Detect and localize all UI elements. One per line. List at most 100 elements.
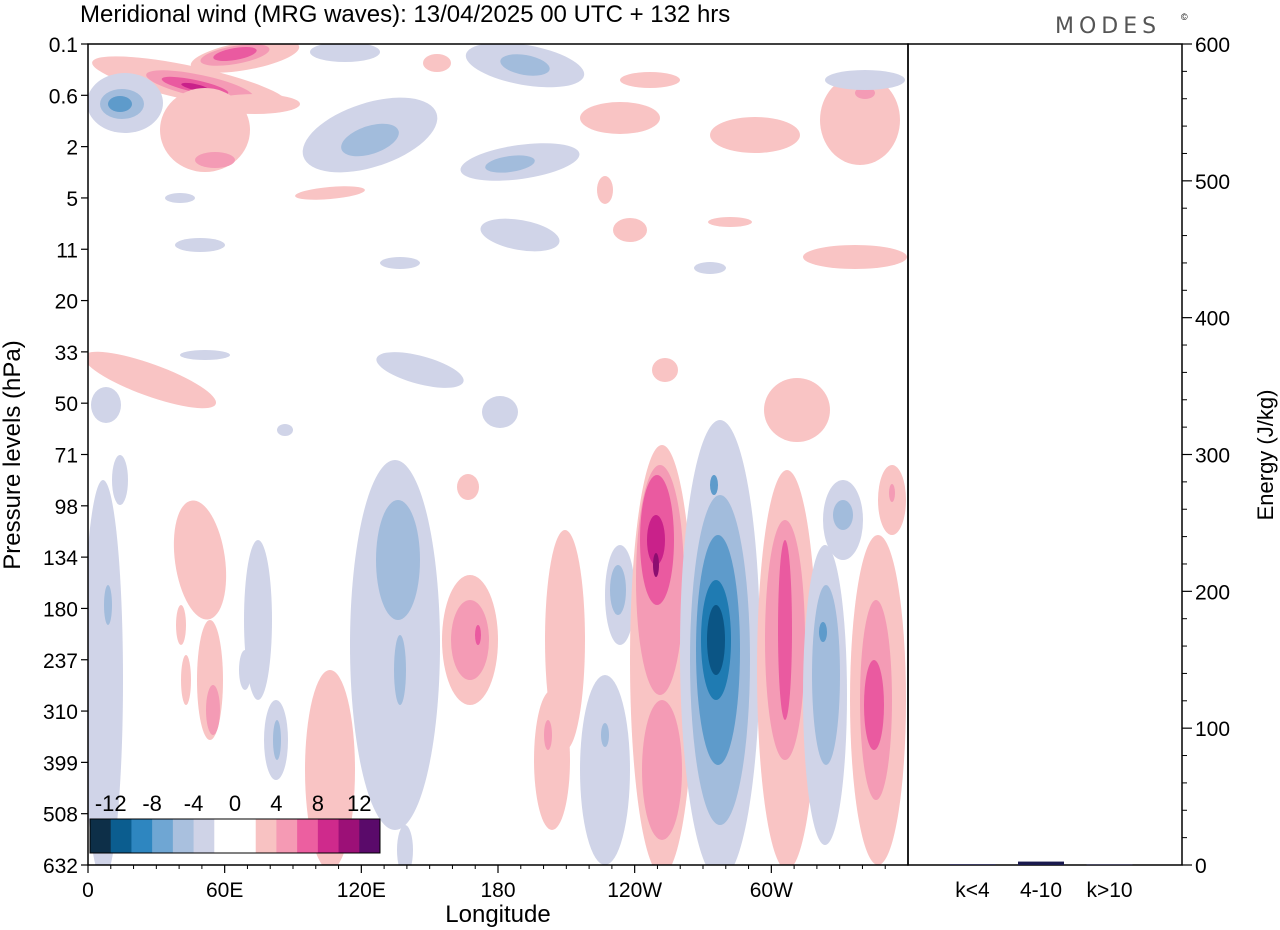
energy-frame bbox=[907, 43, 1183, 866]
energy-tick-label: 600 bbox=[1195, 34, 1230, 57]
contour-neg1 bbox=[239, 650, 251, 690]
contour-neg1 bbox=[91, 387, 121, 423]
contour-neg2 bbox=[273, 720, 281, 760]
energy-bar-k<4 bbox=[949, 864, 996, 865]
energy-tick-label: 300 bbox=[1195, 445, 1230, 468]
y-tick-label: 20 bbox=[55, 291, 78, 314]
contour-pos2 bbox=[195, 152, 235, 168]
contour-neg5 bbox=[707, 605, 725, 675]
contour-pos1 bbox=[597, 176, 613, 204]
contour-neg1 bbox=[277, 424, 293, 436]
colorbar-swatch bbox=[214, 819, 236, 853]
y-tick-label: 33 bbox=[55, 342, 78, 365]
y-tick-label: 0.1 bbox=[49, 34, 78, 57]
category-label: 4-10 bbox=[1020, 879, 1062, 902]
contour-pos3 bbox=[475, 625, 481, 645]
y-tick-label: 237 bbox=[43, 650, 78, 673]
energy-tick-label: 400 bbox=[1195, 308, 1230, 331]
colorbar-label: 8 bbox=[312, 791, 324, 816]
contour-pos1 bbox=[181, 655, 191, 705]
contour-neg1 bbox=[825, 70, 905, 90]
colorbar-swatch bbox=[110, 819, 132, 853]
energy-bar-k>10 bbox=[1086, 864, 1133, 866]
contour-pos1 bbox=[305, 670, 355, 865]
colorbar-swatch bbox=[255, 819, 277, 853]
contour-pos1 bbox=[423, 54, 451, 72]
contour-pos2 bbox=[889, 484, 895, 502]
modes-logo-text: MODES bbox=[1055, 14, 1161, 39]
contour-neg1 bbox=[180, 350, 230, 360]
contour-neg1 bbox=[88, 480, 123, 865]
contour-neg1 bbox=[165, 193, 195, 203]
colorbar-label: 12 bbox=[347, 791, 371, 816]
energy-bars bbox=[949, 861, 1133, 866]
contour-pos2 bbox=[642, 700, 682, 840]
contour-pos3 bbox=[864, 660, 884, 750]
wavenumber-categories: k<4 4-10 k>10 bbox=[955, 879, 1132, 902]
y-tick-label: 632 bbox=[43, 855, 78, 878]
colorbar-swatch bbox=[235, 819, 257, 853]
contour-pos1 bbox=[534, 690, 570, 830]
contour-pos2 bbox=[451, 600, 489, 680]
contour-neg1 bbox=[175, 238, 225, 252]
contour-pos1 bbox=[620, 72, 680, 88]
y-tick-label: 0.6 bbox=[49, 85, 78, 108]
contour-pos1 bbox=[710, 117, 800, 153]
contour-pos2 bbox=[544, 720, 552, 750]
contour-neg1 bbox=[482, 396, 518, 428]
energy-axis: 0 100 200 300 400 500 600 bbox=[1182, 34, 1230, 878]
category-label: k<4 bbox=[955, 879, 990, 902]
y-tick-label: 71 bbox=[55, 445, 78, 468]
colorbar-label: -4 bbox=[184, 791, 204, 816]
x-tick-label: 180 bbox=[480, 879, 515, 902]
contour-pos1 bbox=[173, 500, 227, 620]
contour-neg2 bbox=[833, 500, 853, 530]
energy-tick-label: 100 bbox=[1195, 718, 1230, 741]
colorbar-swatch bbox=[276, 819, 298, 853]
contour-pos1 bbox=[764, 378, 830, 442]
colorbar-swatch bbox=[317, 819, 340, 853]
y-tick-label: 508 bbox=[43, 804, 78, 827]
colorbar-swatch bbox=[152, 819, 174, 853]
pressure-axis: 0.1 0.6 2 5 11 20 33 50 71 98 134 180 237 310 399 508 63… bbox=[43, 34, 88, 878]
energy-tick-label: 0 bbox=[1195, 855, 1207, 878]
wind-contour-field bbox=[88, 44, 907, 865]
contour-neg1 bbox=[580, 675, 630, 865]
contour-neg1 bbox=[480, 218, 560, 252]
colorbar: -12 -8 -4 0 4 8 12 bbox=[89, 791, 381, 854]
chart-title: Meridional wind (MRG waves): 13/04/2025 … bbox=[80, 1, 730, 28]
x-tick-label: 120W bbox=[607, 879, 662, 902]
contour-neg2 bbox=[394, 635, 406, 705]
x-axis-label: Longitude bbox=[445, 901, 550, 928]
contour-neg1 bbox=[244, 540, 272, 700]
contour-pos1 bbox=[803, 245, 907, 269]
contour-neg2 bbox=[485, 155, 535, 173]
y-tick-label: 399 bbox=[43, 752, 78, 775]
contour-neg3 bbox=[819, 622, 827, 642]
energy-tick-label: 200 bbox=[1195, 581, 1230, 604]
copyright-mark: © bbox=[1181, 12, 1188, 22]
contour-pos2 bbox=[206, 685, 220, 735]
contour-neg2 bbox=[376, 500, 420, 620]
contour-neg1 bbox=[378, 735, 386, 775]
colorbar-swatch bbox=[297, 819, 319, 853]
contour-pos1 bbox=[708, 217, 752, 227]
contour-neg2 bbox=[601, 723, 609, 747]
category-label: k>10 bbox=[1086, 879, 1132, 902]
y-tick-label: 310 bbox=[43, 701, 78, 724]
y-tick-label: 180 bbox=[43, 598, 78, 621]
longitude-axis: 0 60E 120E 180 120W 60W bbox=[82, 865, 886, 902]
contour-pos1 bbox=[457, 474, 479, 500]
colorbar-swatch bbox=[172, 819, 195, 853]
y-axis-label: Pressure levels (hPa) bbox=[0, 340, 26, 569]
contour-pos4 bbox=[647, 515, 665, 565]
x-tick-label: 120E bbox=[337, 879, 386, 902]
contour-neg3 bbox=[710, 475, 718, 495]
contour-neg2 bbox=[104, 585, 112, 625]
y-tick-label: 98 bbox=[55, 496, 78, 519]
x-tick-label: 0 bbox=[82, 879, 94, 902]
contour-neg1 bbox=[397, 825, 413, 865]
y-tick-label: 50 bbox=[55, 393, 78, 416]
contour-pos1 bbox=[88, 351, 217, 409]
